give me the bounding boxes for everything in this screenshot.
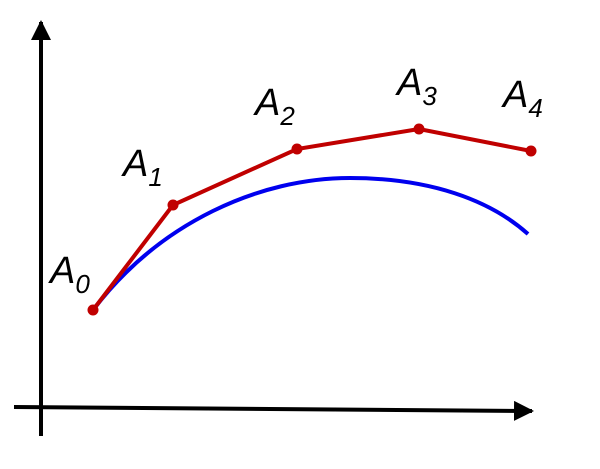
point-label-a4: A4: [501, 74, 543, 123]
point-label-a2: A2: [253, 82, 295, 131]
point-label-a3: A3: [395, 62, 437, 111]
point-a3: [413, 123, 425, 135]
approximation-polyline: [91, 126, 532, 312]
point-label-a1: A1: [121, 143, 163, 192]
point-a1: [167, 199, 179, 211]
point-a2: [291, 143, 303, 155]
point-label-a0: A0: [48, 250, 90, 299]
x-axis: [13, 400, 534, 421]
point-a0: [87, 304, 99, 316]
point-a4: [525, 145, 537, 157]
exact-solution-curve: [91, 175, 530, 312]
